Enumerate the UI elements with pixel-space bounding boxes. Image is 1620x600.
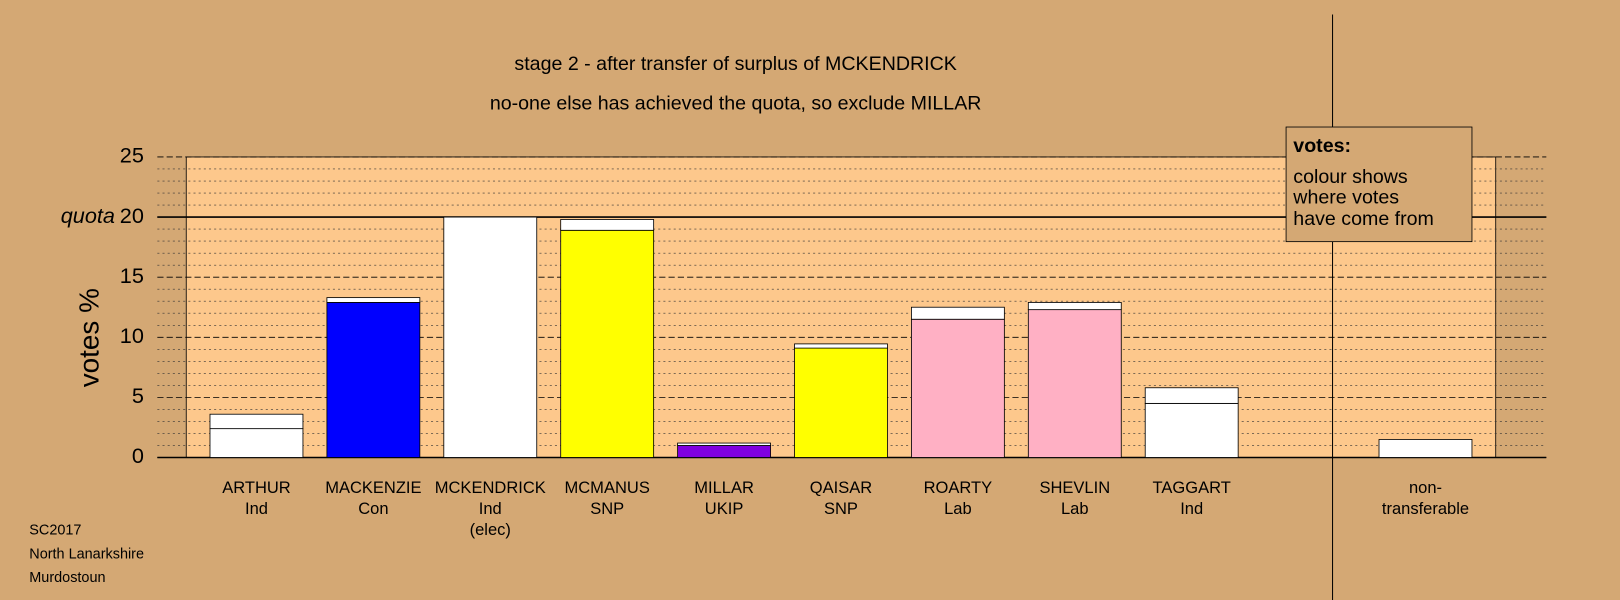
y-axis-label: votes % bbox=[74, 288, 105, 387]
bar-segment bbox=[677, 442, 771, 446]
y-tick-label: 10 bbox=[120, 323, 144, 348]
bar-segment bbox=[910, 318, 1005, 458]
x-tick-label: QAISAR bbox=[810, 478, 872, 497]
bar-segment bbox=[1027, 309, 1122, 458]
bar-segment bbox=[1378, 439, 1473, 458]
x-tick-label: Ind bbox=[1180, 499, 1203, 518]
note-box bbox=[1285, 126, 1473, 243]
x-tick-label: transferable bbox=[1382, 499, 1469, 518]
bar-segment bbox=[209, 413, 304, 430]
bar-segment bbox=[1144, 402, 1239, 458]
x-tick-label: Lab bbox=[1061, 499, 1089, 518]
footer-line: Murdostoun bbox=[29, 570, 105, 586]
bar-segment bbox=[209, 428, 304, 458]
x-tick-label: MCMANUS bbox=[565, 478, 650, 497]
y-tick-label: 15 bbox=[120, 263, 144, 288]
bar-segment bbox=[560, 219, 655, 231]
bar-segment bbox=[326, 297, 421, 303]
x-tick-label: Ind bbox=[245, 499, 268, 518]
x-tick-label: MILLAR bbox=[694, 478, 754, 497]
x-tick-label: Lab bbox=[944, 499, 972, 518]
bar-segment bbox=[794, 347, 888, 458]
bar-segment bbox=[443, 216, 538, 458]
chart-subtitle: no-one else has achieved the quota, so e… bbox=[490, 92, 982, 114]
quota-label: quota bbox=[61, 203, 115, 228]
note-title: votes: bbox=[1293, 135, 1351, 157]
x-tick-label: Con bbox=[358, 499, 388, 518]
note-line: have come from bbox=[1293, 208, 1434, 230]
bar-segment bbox=[326, 302, 421, 458]
x-tick-label: MCKENDRICK bbox=[435, 478, 546, 497]
y-tick-label: 20 bbox=[120, 203, 144, 228]
y-tick-label: 5 bbox=[132, 383, 144, 408]
bar-segment bbox=[1027, 302, 1122, 311]
bar-segment bbox=[910, 306, 1005, 320]
x-tick-label: SNP bbox=[824, 499, 858, 518]
x-tick-label: ARTHUR bbox=[222, 478, 291, 497]
footer-line: SC2017 bbox=[29, 523, 81, 539]
note-line: where votes bbox=[1292, 186, 1399, 208]
x-tick-label: UKIP bbox=[705, 499, 744, 518]
x-tick-label: (elec) bbox=[470, 520, 511, 539]
bar-segment bbox=[794, 343, 888, 349]
x-tick-label: MACKENZIE bbox=[325, 478, 421, 497]
x-tick-label: TAGGART bbox=[1153, 478, 1231, 497]
bar-segment bbox=[560, 229, 655, 458]
x-tick-label: SNP bbox=[590, 499, 624, 518]
chart-title: stage 2 - after transfer of surplus of M… bbox=[514, 53, 956, 75]
x-tick-label: non- bbox=[1409, 478, 1442, 497]
bar-segment bbox=[1144, 387, 1239, 404]
x-tick-label: Ind bbox=[479, 499, 502, 518]
x-tick-label: SHEVLIN bbox=[1039, 478, 1110, 497]
note-line: colour shows bbox=[1293, 166, 1408, 188]
footer-line: North Lanarkshire bbox=[29, 546, 144, 562]
y-tick-label: 0 bbox=[132, 443, 144, 468]
x-tick-label: ROARTY bbox=[924, 478, 993, 497]
y-tick-label: 25 bbox=[120, 143, 144, 168]
bar-segment bbox=[677, 445, 771, 458]
